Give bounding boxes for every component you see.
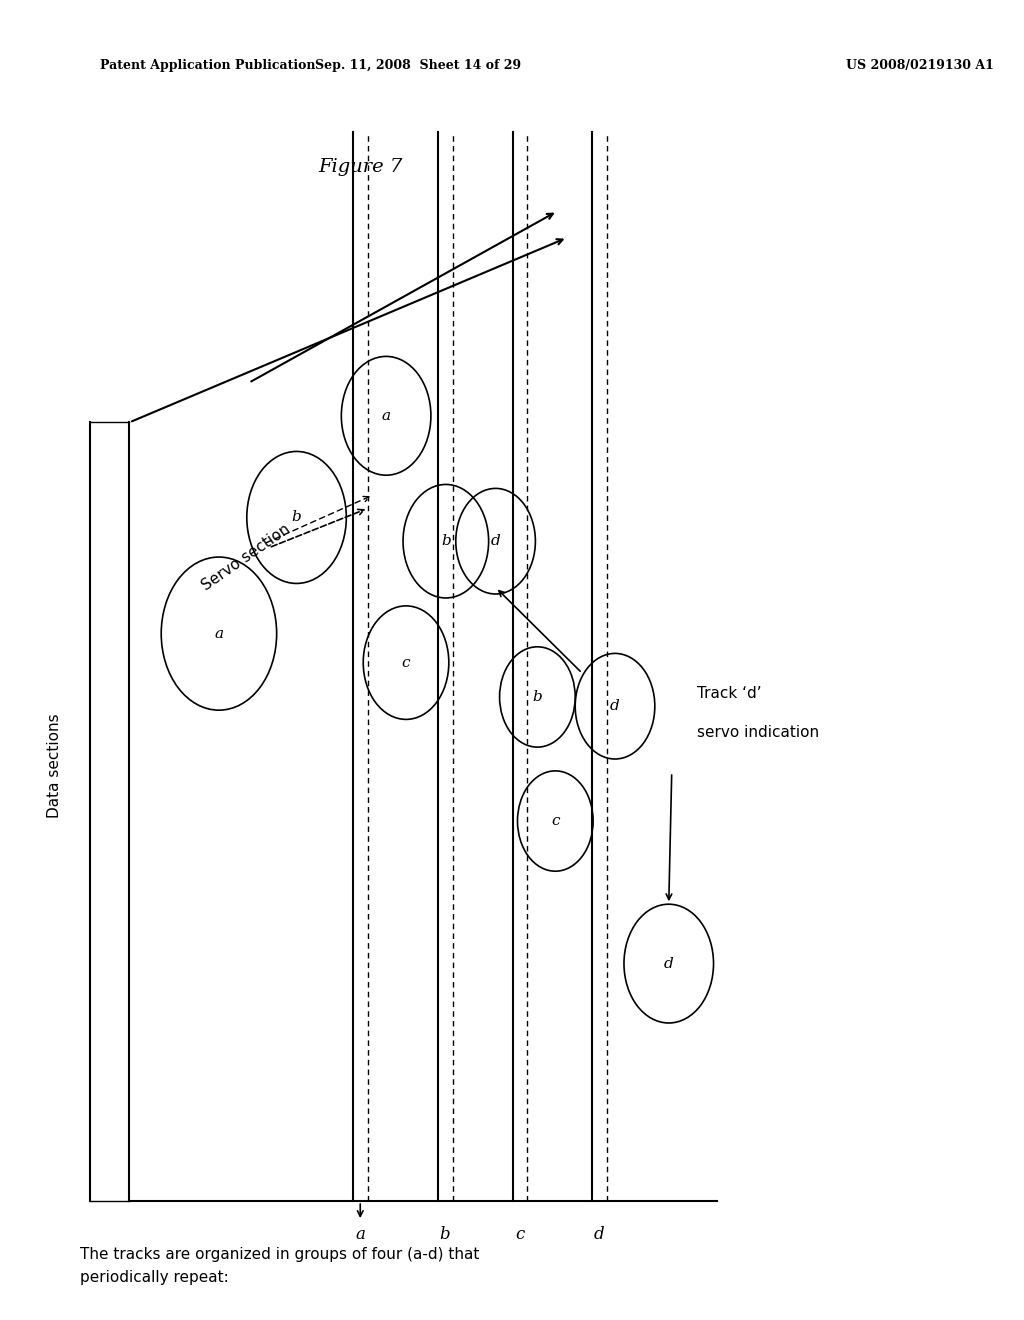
Text: periodically repeat:: periodically repeat: bbox=[80, 1270, 228, 1284]
Text: d: d bbox=[664, 957, 674, 970]
Text: US 2008/0219130 A1: US 2008/0219130 A1 bbox=[846, 59, 993, 73]
Text: a: a bbox=[214, 627, 223, 640]
Text: b: b bbox=[532, 690, 543, 704]
Text: Track ‘d’: Track ‘d’ bbox=[696, 685, 761, 701]
Text: a: a bbox=[382, 409, 391, 422]
Text: Data sections: Data sections bbox=[47, 713, 62, 818]
Text: c: c bbox=[515, 1226, 524, 1242]
Text: Sep. 11, 2008  Sheet 14 of 29: Sep. 11, 2008 Sheet 14 of 29 bbox=[315, 59, 521, 73]
Text: Figure 7: Figure 7 bbox=[318, 158, 402, 177]
Text: d: d bbox=[594, 1226, 604, 1242]
Text: d: d bbox=[610, 700, 620, 713]
Text: The tracks are organized in groups of four (a-d) that: The tracks are organized in groups of fo… bbox=[80, 1247, 479, 1262]
Text: servo indication: servo indication bbox=[696, 725, 819, 741]
Text: b: b bbox=[292, 511, 301, 524]
Text: Servo section: Servo section bbox=[199, 521, 293, 593]
Text: b: b bbox=[439, 1226, 451, 1242]
Text: c: c bbox=[401, 656, 411, 669]
Text: d: d bbox=[490, 535, 501, 548]
Text: c: c bbox=[551, 814, 559, 828]
Text: b: b bbox=[441, 535, 451, 548]
Text: a: a bbox=[355, 1226, 366, 1242]
Text: Patent Application Publication: Patent Application Publication bbox=[99, 59, 315, 73]
